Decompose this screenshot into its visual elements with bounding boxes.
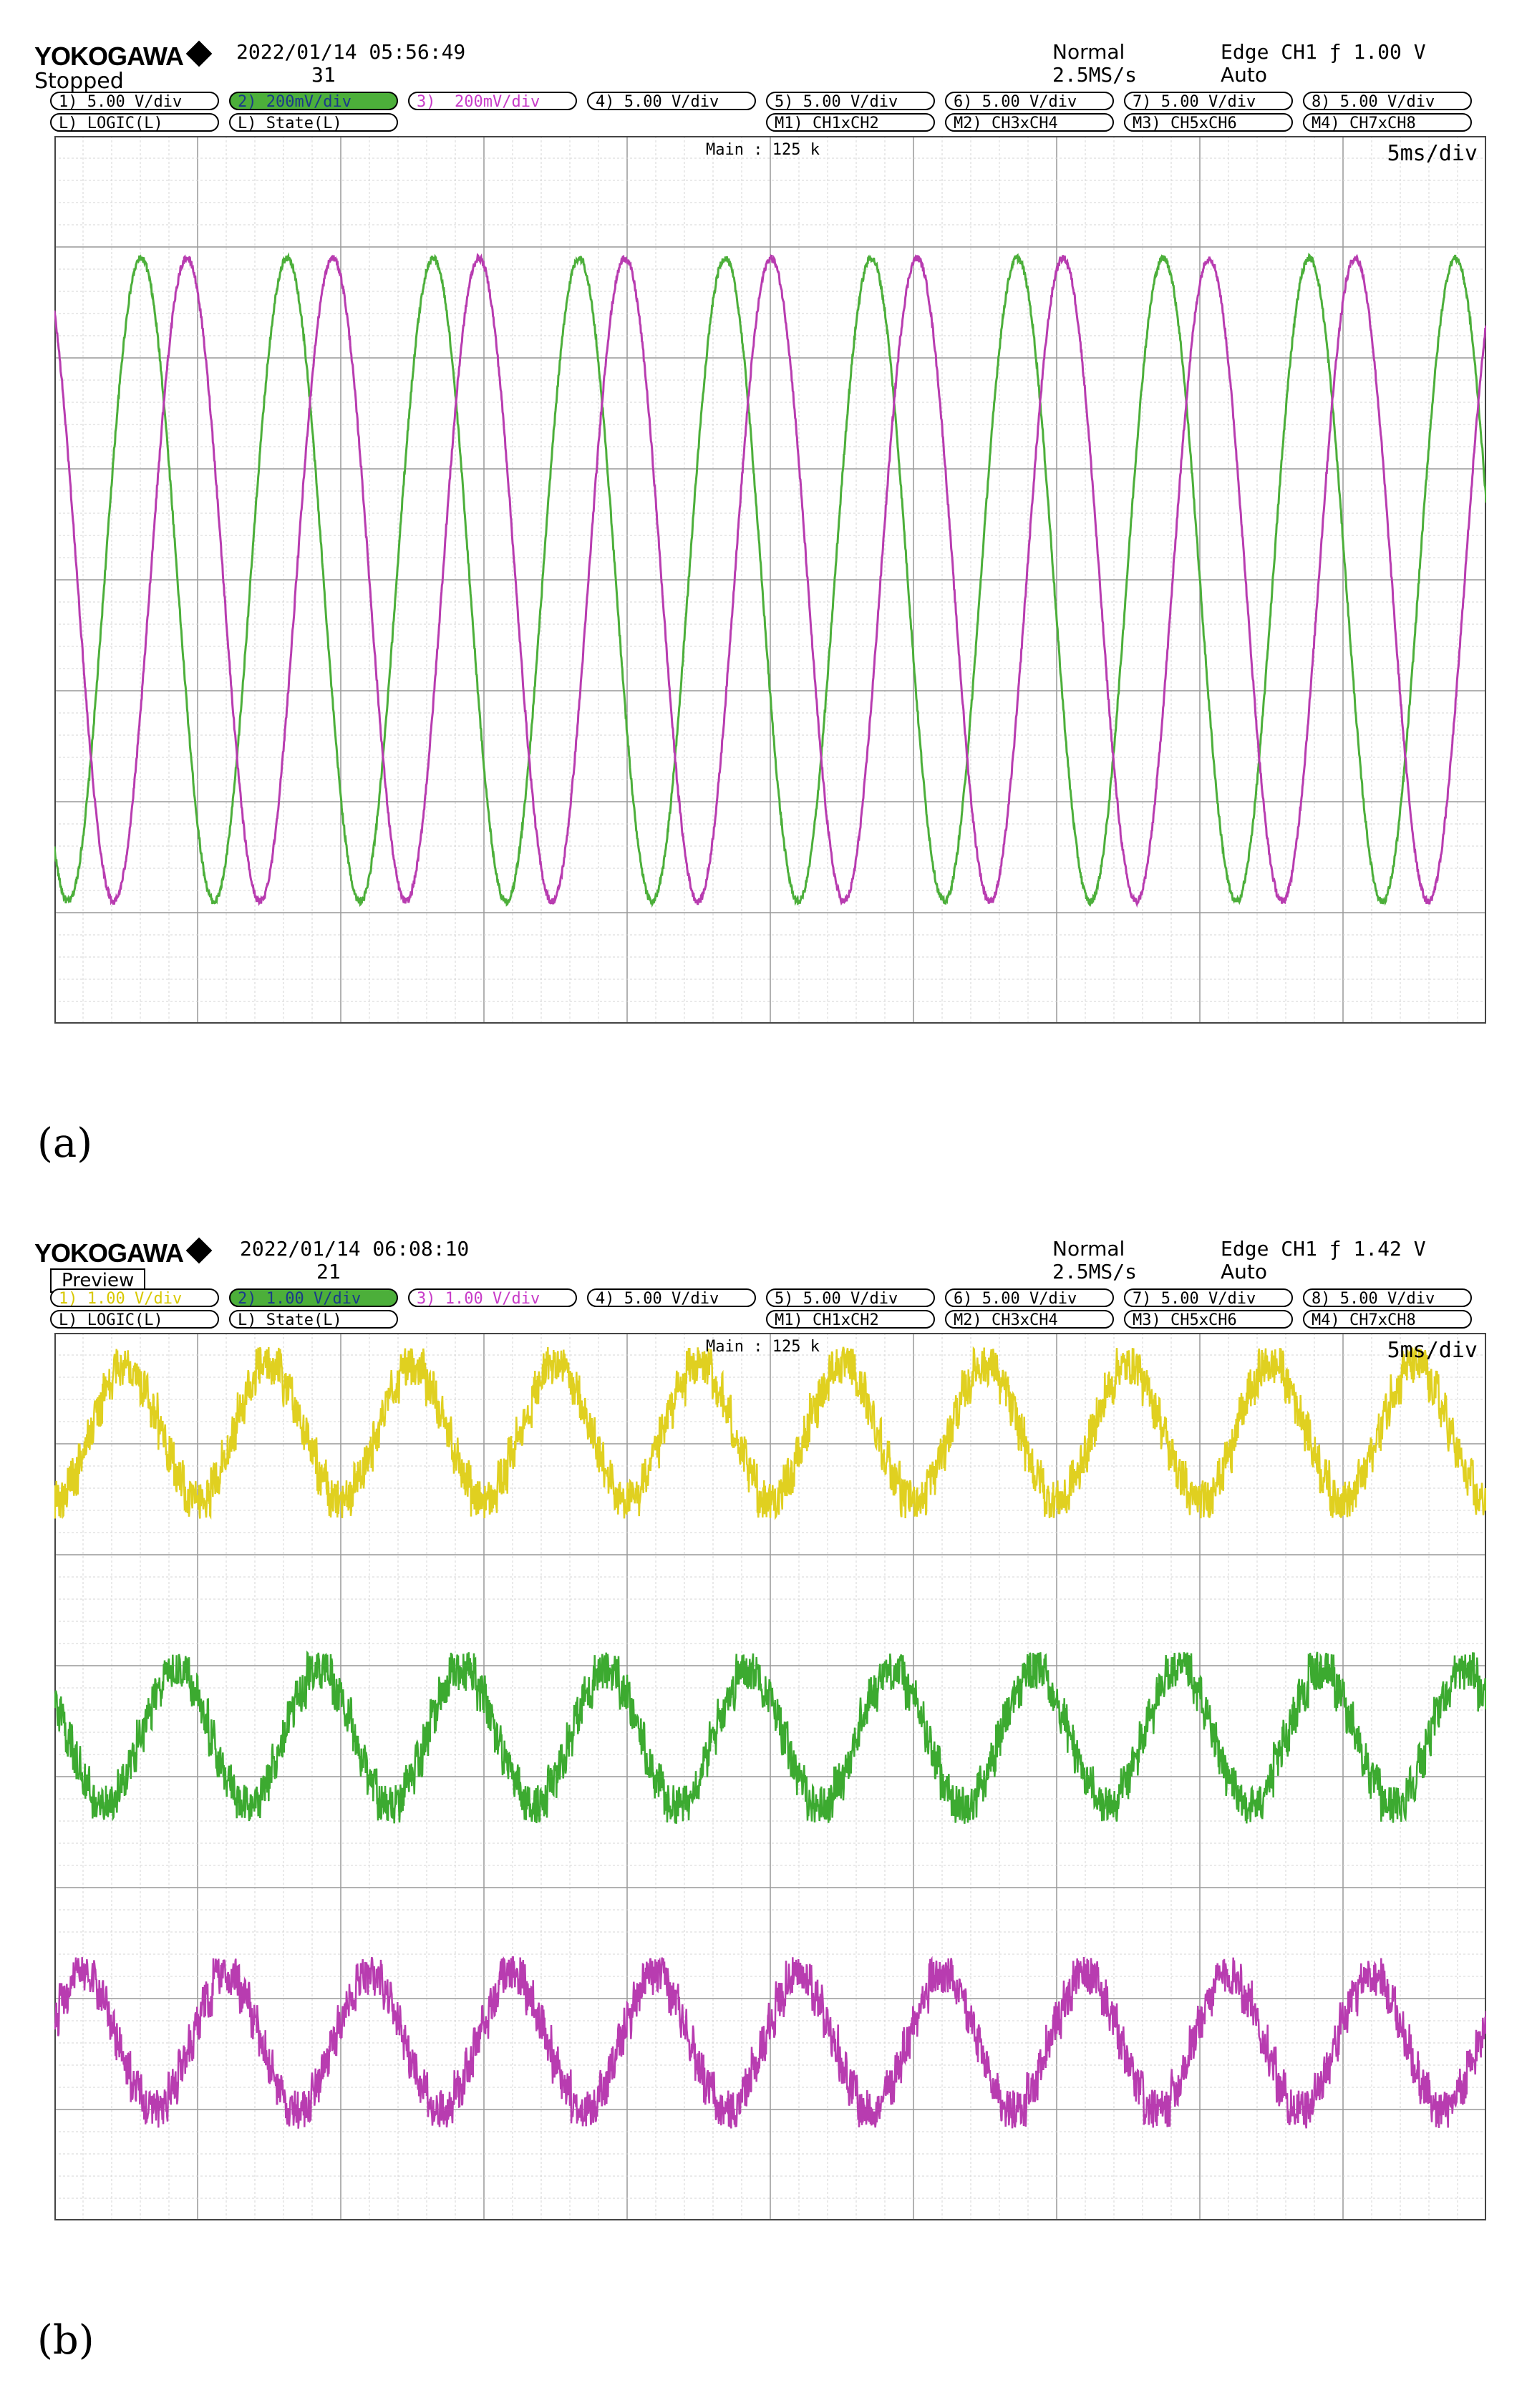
- timebase-label: 5ms/div: [1387, 1338, 1478, 1363]
- function-3-box: M1) CH1xCH2: [766, 113, 935, 132]
- channel-8-box: 8) 5.00 V/div: [1303, 1288, 1472, 1307]
- acquisition-mode: Normal: [1052, 1237, 1125, 1261]
- function-6-box: M4) CH7xCH8: [1303, 113, 1472, 132]
- trigger-mode: Auto: [1221, 1260, 1268, 1283]
- function-2-box: L) State(L): [229, 113, 398, 132]
- diamond-icon: [185, 40, 213, 67]
- function-2-box: L) State(L): [229, 1310, 398, 1329]
- channel-2-box: 2) 200mV/div: [229, 92, 398, 110]
- channel-2-box: 2) 1.00 V/div: [229, 1288, 398, 1307]
- scope-panel-a: YOKOGAWA 2022/01/14 05:56:49 31 Stopped …: [29, 29, 1503, 1203]
- brand-logo: YOKOGAWA: [34, 1238, 184, 1268]
- channel-1-box: 1) 1.00 V/div: [50, 1288, 219, 1307]
- channel-7-box: 7) 5.00 V/div: [1124, 1288, 1293, 1307]
- series-line-2: [54, 1650, 1486, 1824]
- trigger-setting: Edge CH1 ƒ 1.00 V: [1221, 40, 1426, 64]
- preview-badge: Preview: [50, 1268, 146, 1293]
- run-status: Stopped: [34, 69, 124, 94]
- trigger-setting: Edge CH1 ƒ 1.42 V: [1221, 1237, 1426, 1261]
- channel-7-box: 7) 5.00 V/div: [1124, 92, 1293, 110]
- acquisition-count: 21: [316, 1260, 341, 1283]
- function-3-box: M1) CH1xCH2: [766, 1310, 935, 1329]
- acquisition-count: 31: [311, 63, 336, 87]
- function-5-box: M3) CH5xCH6: [1124, 113, 1293, 132]
- scope-header: YOKOGAWA 2022/01/14 05:56:49 31 Stopped …: [29, 29, 1503, 136]
- record-length-label: Main : 125 k: [706, 1338, 820, 1356]
- scope-panel-b: YOKOGAWA 2022/01/14 06:08:10 21 Preview …: [29, 1225, 1503, 2399]
- channel-5-box: 5) 5.00 V/div: [766, 1288, 935, 1307]
- function-4-box: M2) CH3xCH4: [945, 1310, 1114, 1329]
- series-line-3: [54, 1956, 1486, 2129]
- sample-rate: 2.5MS/s: [1052, 1260, 1138, 1283]
- channel-1-box: 1) 5.00 V/div: [50, 92, 219, 110]
- plot-border: [54, 136, 1486, 1024]
- diamond-icon: [185, 1237, 213, 1264]
- acquisition-mode: Normal: [1052, 40, 1125, 64]
- timebase-label: 5ms/div: [1387, 141, 1478, 166]
- channel-4-box: 4) 5.00 V/div: [587, 1288, 756, 1307]
- brand-logo: YOKOGAWA: [34, 42, 184, 71]
- function-5-box: M3) CH5xCH6: [1124, 1310, 1293, 1329]
- function-6-box: M4) CH7xCH8: [1303, 1310, 1472, 1329]
- plot-border: [54, 1333, 1486, 2220]
- datetime: 2022/01/14 05:56:49: [236, 40, 466, 64]
- figure-caption: (a): [37, 1120, 93, 1167]
- scope-header: YOKOGAWA 2022/01/14 06:08:10 21 Preview …: [29, 1225, 1503, 1333]
- function-1-box: L) LOGIC(L): [50, 113, 219, 132]
- channel-8-box: 8) 5.00 V/div: [1303, 92, 1472, 110]
- figure-caption: (b): [37, 2317, 94, 2364]
- channel-5-box: 5) 5.00 V/div: [766, 92, 935, 110]
- channel-3-box: 3) 1.00 V/div: [408, 1288, 577, 1307]
- function-1-box: L) LOGIC(L): [50, 1310, 219, 1329]
- channel-4-box: 4) 5.00 V/div: [587, 92, 756, 110]
- series-line-1: [54, 252, 1486, 908]
- datetime: 2022/01/14 06:08:10: [240, 1237, 470, 1261]
- series-line-2: [54, 253, 1486, 908]
- series-line-1: [54, 1345, 1486, 1520]
- channel-6-box: 6) 5.00 V/div: [945, 92, 1114, 110]
- trigger-mode: Auto: [1221, 63, 1268, 87]
- function-4-box: M2) CH3xCH4: [945, 113, 1114, 132]
- channel-3-box: 3) 200mV/div: [408, 92, 577, 110]
- channel-6-box: 6) 5.00 V/div: [945, 1288, 1114, 1307]
- sample-rate: 2.5MS/s: [1052, 63, 1138, 87]
- record-length-label: Main : 125 k: [706, 141, 820, 159]
- grid: [54, 136, 1486, 1024]
